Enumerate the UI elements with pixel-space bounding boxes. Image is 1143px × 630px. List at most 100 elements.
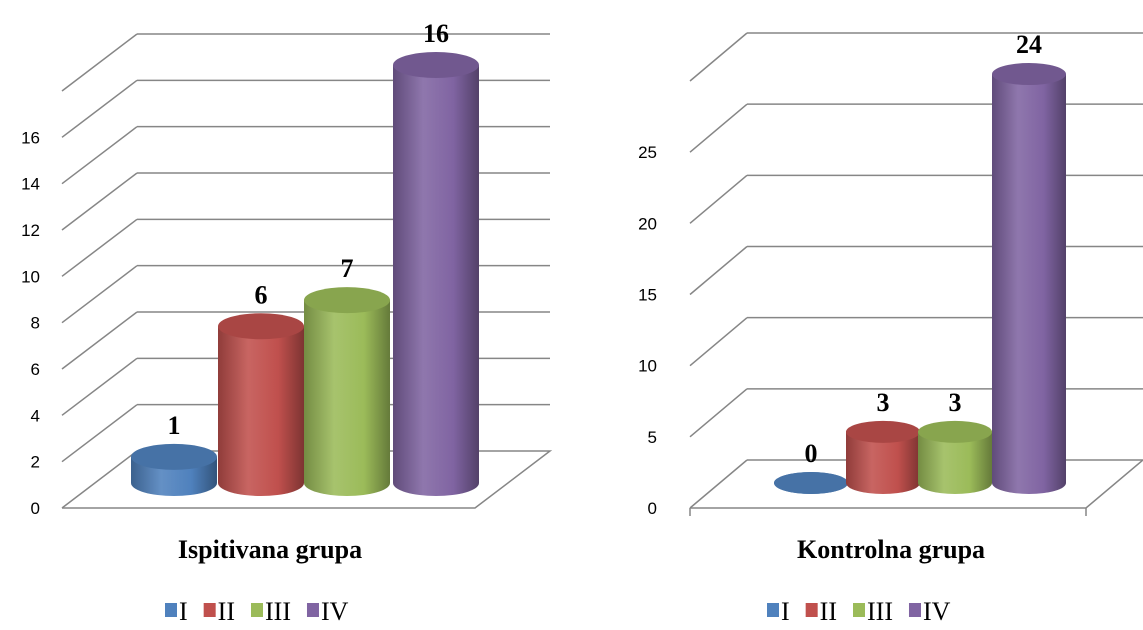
data-label: 16 <box>423 19 449 48</box>
bar-top <box>131 443 217 470</box>
y-tick-label: 0 <box>648 499 657 518</box>
y-tick-label: 12 <box>21 221 40 240</box>
gridline-diagonal <box>61 311 138 370</box>
legend-swatch <box>908 603 921 617</box>
chart-ispitivana-grupa: 0 2 4 6 8 10 12 14 16 1 6 7 16 Ispitivana grupa I II III… <box>0 0 570 630</box>
y-tick-label: 0 <box>31 499 40 518</box>
gridline-diagonal <box>61 79 138 138</box>
gridline-diagonal <box>689 245 748 296</box>
bar-top <box>774 472 848 494</box>
y-tick-label: 15 <box>638 286 657 305</box>
bar-top <box>918 420 992 443</box>
gridline-diagonal <box>61 126 138 185</box>
legend-label: I <box>179 597 188 626</box>
bar-body <box>393 65 479 496</box>
bar-IV <box>992 63 1066 494</box>
bar-body <box>992 74 1066 494</box>
legend-swatch <box>853 603 865 617</box>
data-label: 24 <box>1016 30 1042 59</box>
legend-item-I: I <box>767 597 790 626</box>
y-tick-label: 20 <box>638 214 657 233</box>
legend-swatch <box>306 603 319 617</box>
bar-I <box>774 472 848 494</box>
gridline-diagonal <box>689 317 748 367</box>
gridline-diagonal <box>61 450 138 509</box>
gridline-diagonal <box>61 265 138 324</box>
legend-label: IV <box>923 597 951 626</box>
bar-top <box>846 420 920 443</box>
bar-top <box>992 63 1066 86</box>
legend: I II III IV <box>767 597 951 626</box>
legend-swatch <box>251 603 263 617</box>
gridline-diagonal <box>689 174 748 224</box>
y-tick-label: 16 <box>21 128 40 147</box>
legend-swatch <box>805 603 818 617</box>
bars <box>131 52 479 496</box>
chart-title: Kontrolna grupa <box>797 535 985 564</box>
legend-item-III: III <box>853 597 893 626</box>
data-label: 6 <box>255 280 268 309</box>
y-axis-tick-labels: 0 2 4 6 8 10 12 14 16 <box>21 128 40 518</box>
bar-III <box>918 420 992 494</box>
gridline-diagonal <box>689 388 748 438</box>
data-label: 0 <box>805 439 818 468</box>
legend: I II III IV <box>165 597 349 626</box>
bars <box>774 63 1066 494</box>
gridline-diagonal <box>689 459 748 509</box>
gridlines <box>689 32 1143 516</box>
legend-item-II: II <box>805 597 837 626</box>
bar-I <box>131 443 217 496</box>
legend-item-III: III <box>251 597 291 626</box>
chart-title: Ispitivana grupa <box>178 535 362 564</box>
bar-body <box>304 300 390 496</box>
data-label: 3 <box>949 388 962 417</box>
gridline-diagonal <box>689 103 748 153</box>
legend-item-IV: IV <box>908 597 951 626</box>
data-label: 1 <box>168 411 181 440</box>
y-tick-label: 4 <box>31 406 40 425</box>
y-axis-tick-labels: 0 5 10 15 20 25 <box>638 143 657 518</box>
bar-body <box>918 431 992 494</box>
gridline-diagonal <box>61 33 138 92</box>
data-label: 7 <box>341 254 354 283</box>
y-tick-label: 2 <box>31 453 40 472</box>
bar-body <box>218 326 304 496</box>
legend-label: III <box>265 597 291 626</box>
legend-label: II <box>820 597 837 626</box>
legend-swatch <box>203 603 216 617</box>
y-tick-label: 6 <box>31 360 40 379</box>
legend-label: I <box>781 597 790 626</box>
y-tick-label: 8 <box>31 314 40 333</box>
y-tick-label: 10 <box>21 267 40 286</box>
legend-item-II: II <box>203 597 235 626</box>
bar-top <box>304 287 390 314</box>
bar-II <box>846 420 920 494</box>
gridlines <box>61 33 553 509</box>
legend-swatch <box>165 603 177 617</box>
legend-label: II <box>218 597 235 626</box>
y-tick-label: 10 <box>638 357 657 376</box>
y-tick-label: 25 <box>638 143 657 162</box>
legend-label: III <box>867 597 893 626</box>
y-tick-label: 14 <box>21 175 40 194</box>
gridline-diagonal <box>61 172 138 231</box>
data-label: 3 <box>877 388 890 417</box>
gridline-diagonal <box>689 32 748 82</box>
legend-item-IV: IV <box>306 597 349 626</box>
bar-body <box>846 431 920 494</box>
y-tick-label: 5 <box>648 428 657 447</box>
gridline-diagonal <box>61 404 138 463</box>
gridline-diagonal <box>61 218 138 277</box>
legend-label: IV <box>321 597 349 626</box>
bar-top <box>393 52 479 78</box>
legend-swatch <box>767 603 779 617</box>
bar-III <box>304 287 390 496</box>
legend-item-I: I <box>165 597 188 626</box>
bar-II <box>218 313 304 496</box>
bar-top <box>218 313 304 340</box>
chart-kontrolna-grupa: 0 5 10 15 20 25 0 3 3 24 Kontrolna grupa I II III IV <box>572 0 1143 630</box>
bar-IV <box>393 52 479 496</box>
gridline-diagonal <box>61 357 138 416</box>
